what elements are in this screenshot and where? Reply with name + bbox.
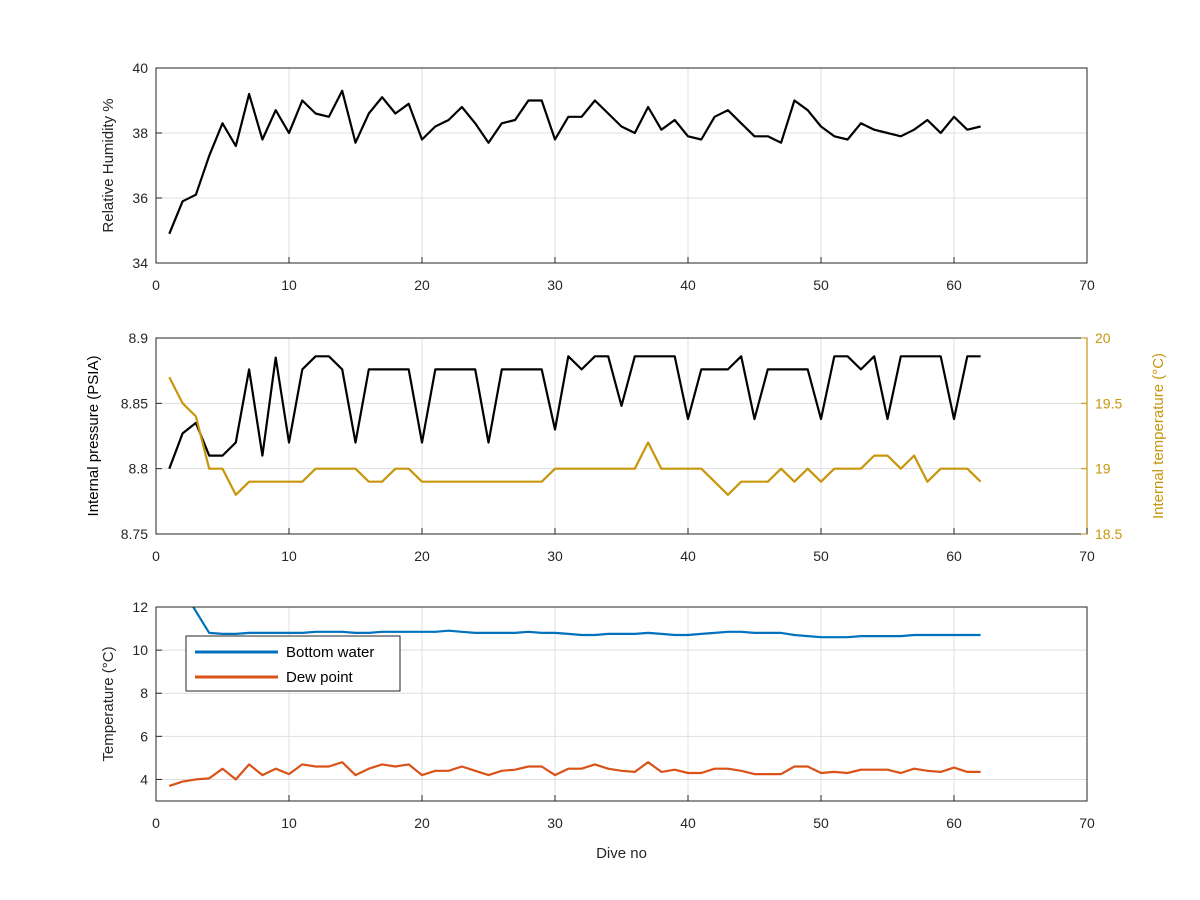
pressure-y-tick-label: 8.75 <box>121 526 148 542</box>
humidity-axes-box <box>155 67 1088 264</box>
temperature-axes-box <box>155 606 1088 802</box>
humidity-x-tick-label: 20 <box>414 277 430 293</box>
pressure-y-tick-label: 8.8 <box>129 461 149 477</box>
humidity-y-tick-label: 34 <box>132 255 148 271</box>
temperature-x-tick-label: 60 <box>946 815 962 831</box>
pressure-right-y-tick-label: 19 <box>1095 461 1111 477</box>
temperature-x-tick-label: 10 <box>281 815 297 831</box>
internal-temperature-line <box>168 376 982 496</box>
humidity-y-axis-label: Relative Humidity % <box>100 98 117 232</box>
pressure-x-tick-label: 10 <box>281 548 297 564</box>
humidity-plot-area <box>156 68 1087 263</box>
humidity-x-tick-label: 0 <box>152 277 160 293</box>
temperature-panel: 0 10 20 30 40 50 60 70 4 6 8 10 12 Temperature (°C)… <box>100 599 1095 831</box>
temperature-y-tick-label: 6 <box>140 728 148 744</box>
temperature-x-tick-label: 70 <box>1079 815 1095 831</box>
pressure-x-tick-label: 70 <box>1079 548 1095 564</box>
legend-label-bottom-water: Bottom water <box>286 644 374 661</box>
pressure-x-tick-label: 0 <box>152 548 160 564</box>
temperature-x-tick-label: 20 <box>414 815 430 831</box>
internal-pressure-line <box>168 355 981 470</box>
humidity-y-tick-label: 40 <box>132 60 148 76</box>
temperature-x-tick-label: 40 <box>680 815 696 831</box>
relative-humidity-line <box>168 89 981 235</box>
temperature-y-tick-label: 12 <box>132 599 148 615</box>
pressure-x-tick-label: 60 <box>946 548 962 564</box>
pressure-x-ticks: 0 10 20 30 40 50 60 70 <box>152 528 1095 564</box>
temperature-y-tick-label: 10 <box>132 642 148 658</box>
humidity-x-tick-label: 30 <box>547 277 563 293</box>
temperature-x-tick-label: 50 <box>813 815 829 831</box>
pressure-right-y-tick-label: 18.5 <box>1095 526 1122 542</box>
temperature-y-tick-label: 4 <box>140 771 148 787</box>
humidity-x-ticks: 0 10 20 30 40 50 60 70 <box>152 257 1095 293</box>
pressure-series-group <box>168 355 982 496</box>
humidity-y-tick-label: 38 <box>132 125 148 141</box>
temperature-x-ticks: 0 10 20 30 40 50 60 70 <box>152 795 1095 831</box>
temperature-y-axis-label: Temperature (°C) <box>100 646 117 761</box>
humidity-y-ticks: 34 36 38 40 <box>132 60 162 271</box>
humidity-panel: 0 10 20 30 40 50 60 70 34 36 38 40 Relative Humidi… <box>100 60 1095 293</box>
temperature-series-group <box>168 607 981 787</box>
humidity-x-tick-label: 40 <box>680 277 696 293</box>
pressure-y-ticks: 8.75 8.8 8.85 8.9 <box>121 330 162 542</box>
legend: Bottom water Dew point <box>185 635 401 692</box>
pressure-right-y-tick-label: 20 <box>1095 330 1111 346</box>
pressure-y-axis-label: Internal pressure (PSIA) <box>85 356 102 517</box>
temperature-y-tick-label: 8 <box>140 685 148 701</box>
pressure-x-tick-label: 50 <box>813 548 829 564</box>
pressure-plot-area <box>156 338 1087 534</box>
temperature-x-tick-label: 0 <box>152 815 160 831</box>
x-axis-label: Dive no <box>596 845 647 862</box>
legend-box <box>185 635 401 692</box>
humidity-x-tick-label: 70 <box>1079 277 1095 293</box>
temperature-right-y-axis-label: Internal temperature (°C) <box>1150 353 1167 519</box>
temperature-right-y-ticks: 18.5 19 19.5 20 <box>1081 330 1122 542</box>
humidity-y-tick-label: 36 <box>132 190 148 206</box>
humidity-x-tick-label: 60 <box>946 277 962 293</box>
dew-point-line <box>168 761 981 787</box>
pressure-y-tick-label: 8.85 <box>121 395 148 411</box>
pressure-panel: 0 10 20 30 40 50 60 70 8.75 8.8 8.85 8.9 18.5 19 19.… <box>85 330 1167 564</box>
humidity-series-group <box>168 89 981 235</box>
pressure-x-tick-label: 20 <box>414 548 430 564</box>
humidity-x-tick-label: 50 <box>813 277 829 293</box>
humidity-x-tick-label: 10 <box>281 277 297 293</box>
pressure-x-tick-label: 30 <box>547 548 563 564</box>
pressure-right-y-tick-label: 19.5 <box>1095 395 1122 411</box>
temperature-x-tick-label: 30 <box>547 815 563 831</box>
pressure-y-tick-label: 8.9 <box>129 330 149 346</box>
legend-label-dew-point: Dew point <box>286 669 354 686</box>
temperature-y-ticks: 4 6 8 10 12 <box>132 599 162 787</box>
bottom-water-line <box>191 607 981 639</box>
pressure-x-tick-label: 40 <box>680 548 696 564</box>
